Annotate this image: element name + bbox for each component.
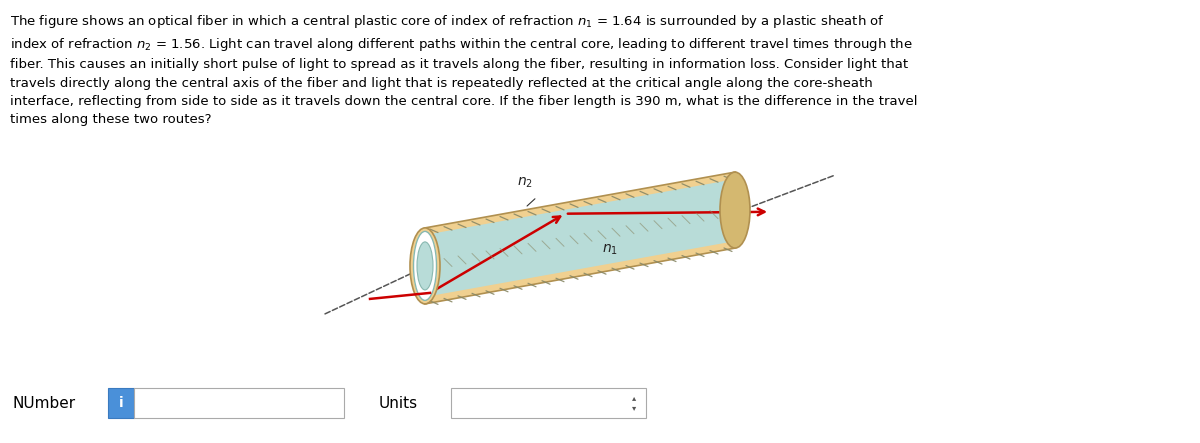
- FancyBboxPatch shape: [134, 388, 344, 418]
- FancyBboxPatch shape: [451, 388, 646, 418]
- Text: NUmber: NUmber: [12, 396, 76, 411]
- Polygon shape: [425, 172, 734, 304]
- Ellipse shape: [413, 231, 437, 300]
- Ellipse shape: [720, 172, 750, 248]
- Text: $n_1$: $n_1$: [602, 243, 618, 257]
- Text: ▴: ▴: [632, 393, 636, 403]
- FancyBboxPatch shape: [108, 388, 134, 418]
- Ellipse shape: [410, 228, 440, 304]
- Ellipse shape: [418, 242, 433, 290]
- Text: The figure shows an optical fiber in which a central plastic core of index of re: The figure shows an optical fiber in whi…: [10, 13, 918, 126]
- Text: Units: Units: [379, 396, 418, 411]
- Text: $n_2$: $n_2$: [517, 176, 533, 190]
- Text: ▾: ▾: [632, 404, 636, 412]
- Polygon shape: [432, 180, 728, 295]
- Text: i: i: [119, 396, 124, 410]
